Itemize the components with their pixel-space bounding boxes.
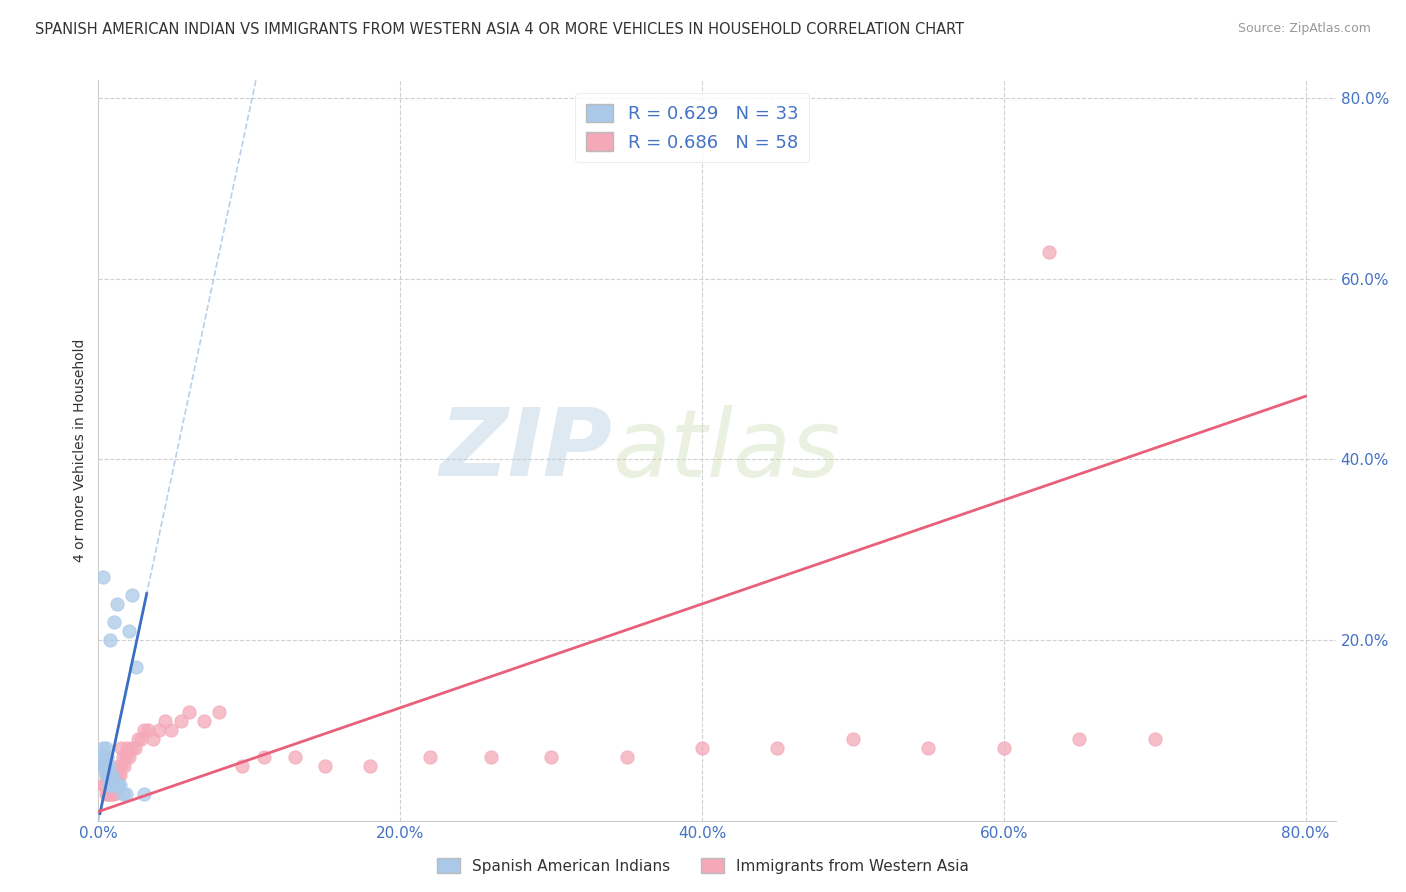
Point: [111, 787, 134, 801]
Point: [91, 750, 114, 764]
Point: [107, 778, 129, 792]
Point: [111, 750, 134, 764]
Point: [1143, 732, 1166, 747]
Point: [94, 768, 117, 782]
Text: SPANISH AMERICAN INDIAN VS IMMIGRANTS FROM WESTERN ASIA 4 OR MORE VEHICLES IN HO: SPANISH AMERICAN INDIAN VS IMMIGRANTS FR…: [35, 22, 965, 37]
Text: Source: ZipAtlas.com: Source: ZipAtlas.com: [1237, 22, 1371, 36]
Point: [132, 723, 155, 738]
Point: [231, 759, 253, 773]
Point: [160, 723, 183, 738]
Point: [842, 732, 865, 747]
Point: [124, 741, 146, 756]
Text: atlas: atlas: [612, 405, 841, 496]
Point: [105, 778, 128, 792]
Point: [108, 778, 131, 792]
Point: [101, 768, 124, 782]
Point: [96, 750, 118, 764]
Point: [993, 741, 1015, 756]
Point: [96, 768, 118, 782]
Point: [1069, 732, 1091, 747]
Point: [103, 615, 125, 629]
Point: [104, 778, 127, 792]
Point: [101, 778, 124, 792]
Point: [690, 741, 713, 756]
Point: [108, 768, 131, 782]
Point: [479, 750, 502, 764]
Point: [114, 787, 136, 801]
Point: [359, 759, 381, 773]
Point: [93, 750, 115, 764]
Point: [153, 714, 176, 729]
Point: [98, 778, 121, 792]
Point: [100, 787, 122, 801]
Point: [93, 759, 115, 773]
Point: [103, 787, 125, 801]
Point: [101, 778, 124, 792]
Point: [104, 768, 127, 782]
Point: [314, 759, 336, 773]
Point: [104, 778, 127, 792]
Point: [100, 633, 122, 648]
Point: [766, 741, 789, 756]
Point: [112, 759, 135, 773]
Point: [103, 768, 125, 782]
Point: [94, 741, 117, 756]
Point: [121, 741, 143, 756]
Point: [94, 768, 117, 782]
Point: [127, 732, 149, 747]
Point: [100, 778, 122, 792]
Point: [90, 759, 112, 773]
Point: [105, 778, 128, 792]
Text: ZIP: ZIP: [439, 404, 612, 497]
Point: [136, 723, 159, 738]
Point: [98, 787, 121, 801]
Point: [110, 759, 132, 773]
Point: [419, 750, 441, 764]
Point: [91, 570, 114, 584]
Point: [91, 778, 114, 792]
Point: [114, 750, 136, 764]
Point: [125, 660, 148, 674]
Point: [107, 768, 129, 782]
Point: [98, 778, 121, 792]
Point: [98, 768, 121, 782]
Point: [917, 741, 939, 756]
Point: [616, 750, 638, 764]
Point: [93, 778, 115, 792]
Point: [253, 750, 276, 764]
Point: [110, 741, 132, 756]
Point: [193, 714, 215, 729]
Legend: R = 0.629   N = 33, R = 0.686   N = 58: R = 0.629 N = 33, R = 0.686 N = 58: [575, 93, 810, 162]
Point: [91, 741, 114, 756]
Point: [107, 759, 129, 773]
Point: [96, 787, 118, 801]
Point: [98, 759, 121, 773]
Point: [177, 706, 200, 720]
Point: [540, 750, 562, 764]
Legend: Spanish American Indians, Immigrants from Western Asia: Spanish American Indians, Immigrants fro…: [432, 852, 974, 880]
Point: [129, 732, 152, 747]
Y-axis label: 4 or more Vehicles in Household: 4 or more Vehicles in Household: [73, 339, 87, 562]
Point: [284, 750, 307, 764]
Point: [94, 759, 117, 773]
Point: [121, 588, 143, 602]
Point: [96, 768, 118, 782]
Point: [117, 624, 139, 638]
Point: [142, 732, 165, 747]
Point: [105, 597, 128, 611]
Point: [100, 768, 122, 782]
Point: [115, 741, 138, 756]
Point: [96, 759, 118, 773]
Point: [103, 778, 125, 792]
Point: [117, 750, 139, 764]
Point: [94, 787, 117, 801]
Point: [148, 723, 170, 738]
Point: [132, 787, 155, 801]
Point: [100, 768, 122, 782]
Point: [1038, 244, 1060, 259]
Point: [170, 714, 193, 729]
Point: [101, 787, 124, 801]
Point: [208, 706, 231, 720]
